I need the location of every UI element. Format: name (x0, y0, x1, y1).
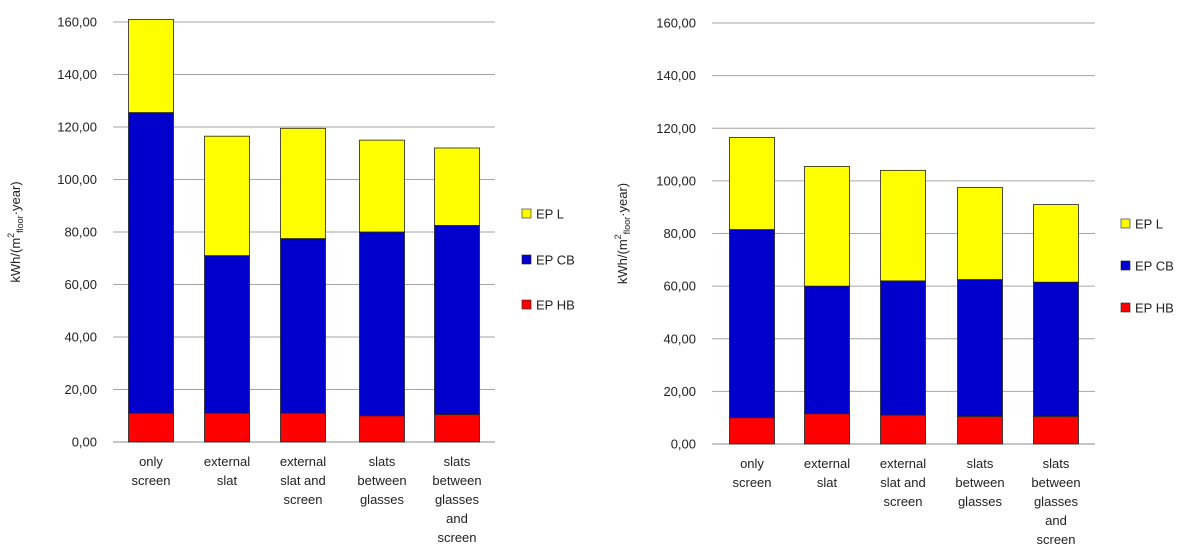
bar-ep-hb (128, 412, 174, 443)
x-tick-label: only screen (732, 456, 771, 490)
x-tick-label: slats between glasses (357, 454, 406, 507)
chart-2: 0,00 20,00 40,00 60,00 80,00 100,00 120,00 140,… (613, 16, 1174, 548)
legend-label: EP CB (1135, 259, 1174, 274)
bar-ep-hb (434, 414, 480, 443)
chart-1: 0,00 20,00 40,00 60,00 80,00 100,00 120,00 140,… (6, 15, 575, 546)
legend-label: EP HB (1135, 301, 1174, 316)
y-tick-label: 60,00 (64, 277, 97, 292)
y-tick-label: 60,00 (663, 279, 696, 294)
bar-ep-l (804, 166, 850, 287)
bar-ep-hb (1033, 415, 1079, 445)
x-tick-label: slats between glasses and screen (1031, 456, 1080, 547)
x-tick-label: external slat (804, 456, 850, 490)
bar-ep-l (957, 187, 1003, 280)
legend-label: EP HB (536, 298, 575, 313)
legend-swatch (1120, 302, 1131, 313)
bar-ep-l (204, 135, 250, 257)
bar-ep-l (880, 169, 926, 282)
bar-ep-cb (204, 255, 250, 414)
y-tick-label: 160,00 (57, 15, 97, 30)
y-tick-label: 0,00 (72, 435, 97, 450)
y-tick-label: 40,00 (663, 331, 696, 346)
legend-swatch (521, 299, 532, 310)
bar-ep-l (359, 139, 405, 233)
bar-ep-l (280, 127, 326, 239)
bar-ep-l (128, 18, 174, 113)
y-tick-label: 160,00 (656, 16, 696, 31)
y-tick-label: 20,00 (64, 382, 97, 397)
bar-ep-hb (804, 413, 850, 445)
bar-ep-cb (880, 280, 926, 416)
y-tick-label: 100,00 (656, 173, 696, 188)
x-tick-label: external slat and screen (280, 454, 326, 507)
bar-ep-hb (880, 414, 926, 445)
y-tick-label: 40,00 (64, 330, 97, 345)
legend-swatch (521, 254, 532, 265)
y-tick-label: 80,00 (663, 226, 696, 241)
legend-swatch (521, 208, 532, 219)
y-tick-label: 120,00 (656, 121, 696, 136)
legend-label: EP CB (536, 253, 575, 268)
x-tick-label: external slat and screen (880, 456, 926, 509)
bar-ep-l (1033, 204, 1079, 283)
bar-ep-cb (957, 279, 1003, 417)
bar-ep-hb (280, 412, 326, 443)
y-tick-label: 140,00 (57, 67, 97, 82)
bar-ep-l (434, 147, 480, 226)
legend-swatch (1120, 260, 1131, 271)
bar-ep-cb (128, 112, 174, 414)
x-tick-label: slats between glasses and screen (432, 454, 481, 545)
bar-ep-cb (280, 238, 326, 414)
x-tick-label: slats between glasses (955, 456, 1004, 509)
bar-ep-cb (729, 229, 775, 419)
legend-label: EP L (536, 207, 564, 222)
bar-ep-cb (359, 231, 405, 417)
legend-swatch (1120, 218, 1131, 229)
bar-ep-hb (359, 415, 405, 443)
x-tick-label: external slat (204, 454, 250, 488)
bar-ep-hb (957, 415, 1003, 445)
y-tick-label: 80,00 (64, 225, 97, 240)
y-tick-label: 20,00 (663, 384, 696, 399)
y-tick-label: 120,00 (57, 120, 97, 135)
legend-label: EP L (1135, 217, 1163, 232)
y-tick-label: 100,00 (57, 172, 97, 187)
bar-ep-cb (1033, 281, 1079, 417)
y-tick-label: 140,00 (656, 68, 696, 83)
bar-ep-cb (434, 225, 480, 415)
bar-ep-hb (204, 412, 250, 443)
x-tick-label: only screen (131, 454, 170, 488)
y-axis-label: kWh/(m2floor·year) (6, 181, 25, 282)
y-tick-label: 0,00 (671, 437, 696, 452)
bar-ep-cb (804, 285, 850, 415)
bar-ep-l (729, 137, 775, 230)
y-axis-label: kWh/(m2floor·year) (613, 183, 632, 284)
bar-ep-hb (729, 417, 775, 445)
